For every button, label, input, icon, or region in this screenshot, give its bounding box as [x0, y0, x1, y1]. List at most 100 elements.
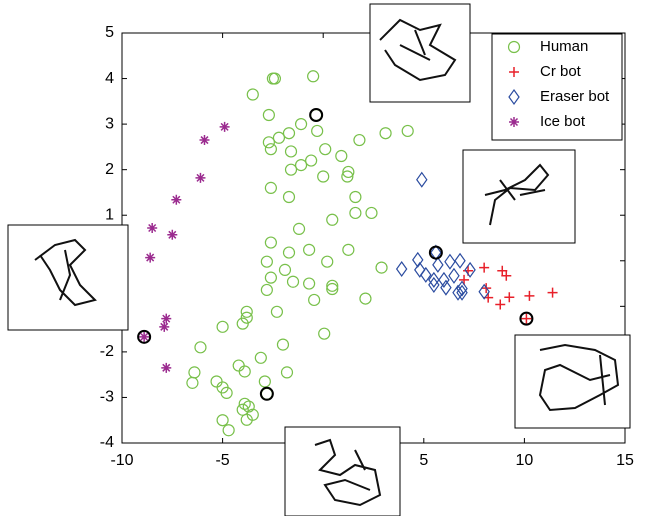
point [309, 294, 320, 305]
point [504, 292, 514, 302]
point [145, 253, 155, 263]
point [304, 278, 315, 289]
point [161, 363, 171, 373]
point [255, 352, 266, 363]
point [171, 195, 181, 205]
point [279, 264, 290, 275]
inset-bottom-right [515, 335, 630, 428]
y-tick-label: 2 [105, 161, 114, 178]
y-tick-label: -4 [100, 434, 114, 451]
point [187, 377, 198, 388]
y-tick-label: 5 [105, 24, 114, 41]
inset-left [8, 225, 128, 330]
point [304, 244, 315, 255]
point [433, 258, 443, 272]
inset-bottom [285, 427, 400, 516]
point [239, 398, 250, 409]
point [265, 272, 276, 283]
point [318, 171, 329, 182]
x-tick-label: 10 [516, 452, 534, 469]
point [217, 415, 228, 426]
point [312, 125, 323, 136]
point [320, 144, 331, 155]
y-tick-label: 1 [105, 206, 114, 223]
point [265, 144, 276, 155]
legend-label: Human [540, 38, 588, 55]
point [261, 256, 272, 267]
point [457, 286, 467, 300]
point [360, 293, 371, 304]
point [263, 110, 274, 121]
y-tick-label: 4 [105, 70, 114, 87]
point [417, 173, 427, 187]
point [380, 128, 391, 139]
point [296, 160, 307, 171]
point [376, 262, 387, 273]
point [283, 128, 294, 139]
point [308, 71, 319, 82]
highlighted-point [310, 109, 322, 121]
point [455, 254, 465, 268]
point [239, 366, 250, 377]
point [223, 425, 234, 436]
legend-label: Cr bot [540, 63, 582, 80]
point [139, 332, 149, 342]
inset-top [370, 4, 470, 102]
point [397, 262, 407, 276]
point [217, 321, 228, 332]
y-tick-label: -3 [100, 389, 114, 406]
point [263, 137, 274, 148]
point [548, 288, 558, 298]
x-tick-label: -5 [215, 452, 229, 469]
point [319, 328, 330, 339]
point [277, 339, 288, 350]
point [199, 135, 209, 145]
point [479, 263, 489, 273]
x-tick-label: -10 [110, 452, 133, 469]
point [195, 173, 205, 183]
point [283, 247, 294, 258]
point [521, 314, 531, 324]
y-tick-label: -2 [100, 343, 114, 360]
point [195, 342, 206, 353]
point [449, 269, 459, 283]
point [273, 132, 284, 143]
point [509, 117, 519, 127]
point [211, 376, 222, 387]
point [296, 119, 307, 130]
point [524, 291, 534, 301]
point [354, 135, 365, 146]
point [233, 360, 244, 371]
point [439, 273, 449, 287]
x-tick-label: 15 [616, 452, 634, 469]
point [189, 367, 200, 378]
point [161, 314, 171, 324]
point [286, 164, 297, 175]
point [441, 281, 451, 295]
point [271, 306, 282, 317]
point [220, 122, 230, 132]
legend-label: Ice bot [540, 113, 586, 130]
point [366, 207, 377, 218]
point [281, 367, 292, 378]
point [259, 376, 270, 387]
legend: Human Cr bot Eraser bot Ice bot [492, 34, 622, 140]
point [283, 192, 294, 203]
point [350, 192, 361, 203]
point [429, 278, 439, 292]
point [147, 223, 157, 233]
highlighted-point [430, 247, 442, 259]
point [288, 276, 299, 287]
legend-label: Eraser bot [540, 88, 610, 105]
point [265, 182, 276, 193]
point [402, 125, 413, 136]
point [265, 237, 276, 248]
point [286, 146, 297, 157]
inset-right [463, 150, 575, 243]
point [261, 284, 272, 295]
point [343, 244, 354, 255]
y-tick-label: 3 [105, 115, 114, 132]
point [336, 151, 347, 162]
point [306, 155, 317, 166]
x-tick-label: 5 [419, 452, 428, 469]
